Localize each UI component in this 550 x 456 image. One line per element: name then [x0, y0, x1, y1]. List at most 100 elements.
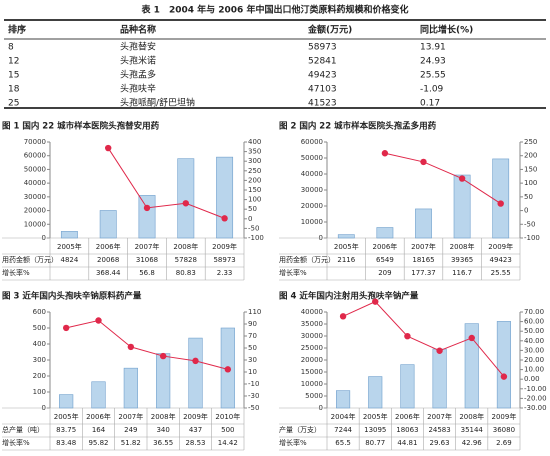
y-tick-label: 5000: [305, 392, 323, 400]
y-tick-label: 10000: [301, 380, 323, 388]
y2-tick-label: 200: [248, 176, 261, 184]
row-label: 增长率%: [2, 268, 30, 277]
y2-tick-label: 0.00: [524, 375, 540, 383]
line-marker: [372, 298, 379, 305]
y2-tick-label: 20.00: [524, 356, 544, 364]
cell-value: 340: [156, 426, 169, 434]
row-label: 用药金额（万元）: [279, 255, 335, 264]
cell-value: 2.69: [496, 439, 512, 447]
x-tick-label: 2008年: [459, 412, 484, 421]
x-tick-label: 2006年: [372, 242, 397, 251]
y-tick-label: 30000: [301, 332, 323, 340]
line-marker: [436, 347, 443, 354]
y-tick-label: 10000: [301, 218, 323, 226]
bar: [432, 348, 447, 409]
row-label: 增长率%: [279, 438, 307, 447]
line-marker: [143, 204, 151, 212]
bar: [99, 210, 117, 239]
bar: [60, 231, 78, 239]
cell-value: 6549: [376, 256, 394, 264]
cell-value: 42.96: [462, 439, 483, 447]
y2-tick-label: -30: [248, 392, 259, 400]
y2-tick-label: 70: [248, 332, 257, 340]
column-header: 品种名称: [120, 24, 156, 36]
table-cell: 49423: [308, 71, 337, 81]
bar: [453, 174, 471, 239]
y-tick-label: 600: [33, 308, 46, 316]
line: [107, 147, 225, 219]
cell-value: 209: [378, 269, 391, 277]
cell-value: 80.83: [176, 269, 196, 277]
table-cell: 41523: [308, 99, 337, 109]
line-marker: [500, 373, 508, 380]
cell-value: 58973: [213, 256, 235, 264]
table-cell: 头孢米诺: [120, 55, 156, 67]
bar: [59, 394, 74, 409]
chart-title: 图 3 近年国内头孢呋辛钠原料药产量: [2, 291, 142, 302]
line: [342, 301, 505, 377]
y2-tick-label: -30.00: [524, 404, 547, 412]
y2-tick-label: -10: [248, 380, 259, 388]
chart-title: 图 2 国内 22 城市样本医院头孢孟多用药: [279, 121, 437, 132]
x-tick-label: 2005年: [57, 242, 82, 251]
bar: [91, 381, 106, 409]
y2-tick-label: 10: [248, 368, 257, 376]
table-cell: 头孢呋辛: [120, 83, 156, 95]
y2-tick-label: 0: [248, 215, 252, 223]
x-tick-label: 2007年: [135, 242, 160, 251]
y2-tick-label: 90: [248, 320, 257, 328]
y-tick-label: 35000: [301, 320, 323, 328]
line-marker: [404, 332, 411, 340]
x-tick-label: 2005年: [54, 412, 79, 421]
y2-tick-label: 60.00: [524, 318, 544, 326]
bar: [188, 337, 203, 409]
table-cell: 58973: [308, 43, 337, 53]
line-marker: [420, 158, 427, 166]
y-tick-label: 20000: [301, 356, 323, 364]
y-tick-label: 60000: [301, 138, 323, 146]
table-cell: 头孢替安: [120, 41, 156, 53]
y2-tick-label: -50: [248, 404, 259, 412]
x-tick-label: 2007年: [427, 412, 452, 421]
y2-tick-label: 50: [248, 205, 257, 213]
column-header: 同比增长(%): [420, 24, 473, 36]
bar: [337, 234, 355, 239]
cell-value: 29.63: [430, 439, 450, 447]
line-marker: [224, 366, 232, 373]
x-tick-label: 2005年: [363, 412, 388, 421]
row-label: 增长率%: [2, 438, 30, 447]
cell-value: 500: [221, 426, 234, 434]
y-tick-label: 70000: [24, 138, 46, 146]
x-tick-label: 2007年: [118, 412, 143, 421]
cell-value: 2.33: [217, 269, 233, 277]
bar: [464, 323, 479, 409]
row-label: 产量（万支）: [279, 425, 321, 434]
x-tick-label: 2006年: [395, 412, 420, 421]
y2-tick-label: -50: [524, 220, 535, 228]
y-tick-label: 500: [33, 324, 46, 332]
x-tick-label: 2009年: [212, 242, 237, 251]
x-tick-label: 2008年: [173, 242, 198, 251]
line-marker: [182, 200, 189, 207]
table: 排序 品种名称 金额(万元) 同比增长(%) 8 头孢替安 58973 13.91 12 头孢米诺…: [8, 24, 473, 109]
column-header: 排序: [8, 24, 26, 36]
y2-tick-label: 50: [524, 193, 533, 201]
x-tick-label: 2008年: [151, 412, 176, 421]
y-tick-label: 40000: [301, 170, 323, 178]
cell-value: 56.8: [139, 269, 155, 277]
y2-tick-label: -100: [248, 234, 264, 242]
line-marker: [458, 175, 466, 182]
cell-value: 51.82: [121, 439, 141, 447]
cell-value: 57828: [175, 256, 197, 264]
table-cell: 15: [8, 71, 19, 81]
cell-value: 95.82: [88, 439, 108, 447]
line-marker: [127, 343, 135, 351]
cell-value: 4824: [60, 256, 78, 264]
cell-value: 28.53: [185, 439, 205, 447]
cell-value: 65.5: [335, 439, 351, 447]
cell-value: 24583: [428, 426, 450, 434]
y2-tick-label: 300: [248, 157, 261, 165]
bar: [415, 208, 432, 239]
cell-value: 116.7: [452, 269, 472, 277]
x-tick-label: 2006年: [96, 242, 121, 251]
